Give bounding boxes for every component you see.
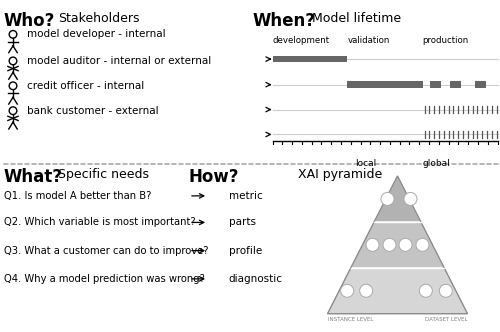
Circle shape	[420, 284, 432, 297]
Circle shape	[340, 284, 353, 297]
Circle shape	[440, 284, 452, 297]
Circle shape	[366, 238, 379, 251]
Text: local: local	[356, 159, 376, 168]
Text: Q2. Which variable is most important?: Q2. Which variable is most important?	[4, 217, 196, 227]
Bar	[348, 81, 422, 88]
Text: Specific needs: Specific needs	[58, 168, 149, 181]
Text: Q4. Why a model prediction was wrong?: Q4. Why a model prediction was wrong?	[4, 274, 205, 284]
Text: What?: What?	[4, 168, 63, 186]
Circle shape	[360, 284, 372, 297]
Circle shape	[381, 193, 394, 206]
Circle shape	[416, 238, 429, 251]
Polygon shape	[351, 222, 444, 268]
Text: Q1. Is model A better than B?: Q1. Is model A better than B?	[4, 191, 152, 201]
Circle shape	[383, 238, 396, 251]
Text: bank customer - external: bank customer - external	[27, 106, 158, 116]
Circle shape	[404, 193, 417, 206]
Bar	[475, 81, 486, 88]
Text: INSTANCE LEVEL: INSTANCE LEVEL	[328, 317, 373, 322]
Text: XAI pyramide: XAI pyramide	[298, 168, 382, 181]
Text: production: production	[422, 36, 469, 45]
Text: development: development	[272, 36, 330, 45]
Text: validation: validation	[348, 36, 390, 45]
Text: profile: profile	[228, 246, 262, 256]
Bar	[430, 81, 441, 88]
Polygon shape	[374, 176, 421, 222]
Text: DATASET LEVEL: DATASET LEVEL	[425, 317, 468, 322]
Text: credit officer - internal: credit officer - internal	[27, 81, 144, 91]
Text: Model lifetime: Model lifetime	[312, 12, 402, 25]
Text: metric: metric	[228, 191, 262, 201]
Text: Who?: Who?	[4, 12, 56, 30]
Bar	[272, 56, 347, 62]
Text: Stakeholders: Stakeholders	[58, 12, 140, 25]
Polygon shape	[328, 268, 468, 314]
Text: model developer - internal: model developer - internal	[27, 29, 166, 39]
Text: When?: When?	[252, 12, 316, 30]
Bar	[450, 81, 461, 88]
Text: global: global	[422, 159, 450, 168]
Text: parts: parts	[228, 217, 256, 227]
Text: diagnostic: diagnostic	[228, 274, 282, 284]
Circle shape	[399, 238, 412, 251]
Text: How?: How?	[189, 168, 240, 186]
Text: model auditor - internal or external: model auditor - internal or external	[27, 56, 211, 66]
Text: Q3. What a customer can do to improve?: Q3. What a customer can do to improve?	[4, 246, 208, 256]
